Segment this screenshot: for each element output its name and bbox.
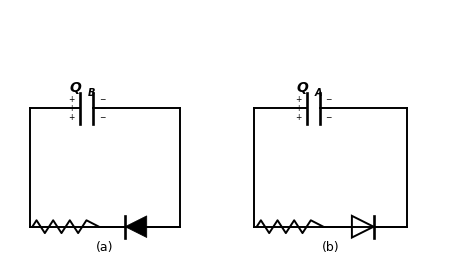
Text: +: +	[68, 113, 74, 122]
Text: +: +	[295, 104, 301, 113]
Text: −: −	[326, 104, 332, 113]
Polygon shape	[125, 216, 147, 238]
Text: +: +	[68, 104, 74, 113]
Text: −: −	[99, 95, 105, 104]
Text: +: +	[68, 95, 74, 104]
Text: +: +	[295, 113, 301, 122]
Text: −: −	[99, 113, 105, 122]
Text: (b): (b)	[322, 241, 339, 254]
Text: −: −	[99, 104, 105, 113]
Text: B: B	[88, 88, 95, 98]
Text: −: −	[326, 113, 332, 122]
Text: A: A	[315, 88, 322, 98]
Text: +: +	[295, 95, 301, 104]
Text: −: −	[326, 95, 332, 104]
Polygon shape	[352, 216, 374, 238]
Text: (a): (a)	[96, 241, 114, 254]
Text: Q: Q	[70, 81, 82, 95]
Text: Q: Q	[297, 81, 309, 95]
